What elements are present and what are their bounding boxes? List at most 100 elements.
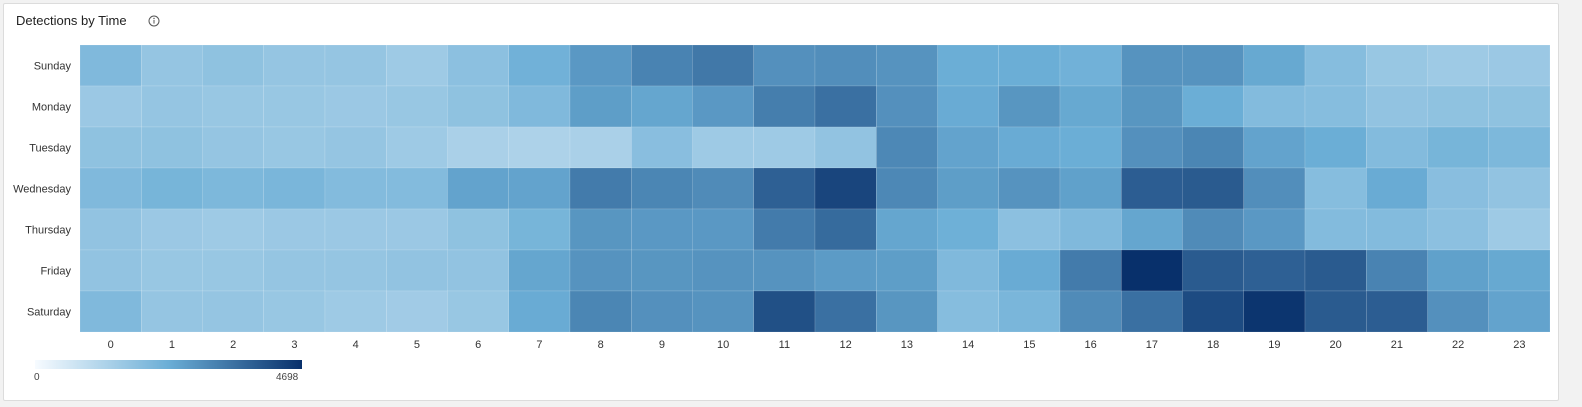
heatmap-cell[interactable] [631, 167, 693, 210]
heatmap-cell[interactable] [998, 126, 1061, 169]
heatmap-cell[interactable] [998, 167, 1061, 210]
heatmap-cell[interactable] [876, 85, 938, 128]
heatmap-cell[interactable] [1059, 249, 1122, 292]
heatmap-cell[interactable] [141, 249, 203, 292]
heatmap-cell[interactable] [692, 167, 754, 210]
heatmap-cell[interactable] [202, 85, 264, 128]
heatmap-cell[interactable] [1304, 85, 1367, 128]
heatmap-cell[interactable] [1243, 44, 1306, 87]
heatmap-cell[interactable] [631, 44, 693, 87]
heatmap-cell[interactable] [631, 290, 693, 333]
heatmap-cell[interactable] [692, 85, 754, 128]
heatmap-cell[interactable] [1427, 249, 1489, 292]
heatmap-cell[interactable] [1243, 85, 1306, 128]
heatmap-cell[interactable] [1243, 167, 1306, 210]
heatmap-cell[interactable] [937, 85, 999, 128]
heatmap-cell[interactable] [1182, 290, 1244, 333]
heatmap-cell[interactable] [202, 249, 264, 292]
heatmap-cell[interactable] [1243, 208, 1306, 251]
heatmap-cell[interactable] [937, 167, 999, 210]
heatmap-cell[interactable] [1366, 167, 1428, 210]
heatmap-cell[interactable] [1488, 85, 1551, 128]
info-circle-icon[interactable] [148, 15, 160, 27]
heatmap-cell[interactable] [998, 249, 1061, 292]
heatmap-cell[interactable] [814, 290, 877, 333]
heatmap-cell[interactable] [998, 85, 1061, 128]
heatmap-cell[interactable] [447, 208, 509, 251]
heatmap-cell[interactable] [631, 126, 693, 169]
heatmap-cell[interactable] [692, 126, 754, 169]
heatmap-cell[interactable] [324, 126, 387, 169]
heatmap-cell[interactable] [508, 85, 571, 128]
heatmap-cell[interactable] [692, 290, 754, 333]
heatmap-cell[interactable] [386, 249, 448, 292]
heatmap-cell[interactable] [1304, 290, 1367, 333]
heatmap-cell[interactable] [1182, 44, 1244, 87]
heatmap-cell[interactable] [569, 167, 632, 210]
heatmap-cell[interactable] [386, 167, 448, 210]
heatmap-cell[interactable] [876, 208, 938, 251]
heatmap-cell[interactable] [1488, 290, 1551, 333]
heatmap-cell[interactable] [386, 126, 448, 169]
heatmap-cell[interactable] [263, 290, 326, 333]
heatmap-cell[interactable] [692, 208, 754, 251]
heatmap-cell[interactable] [569, 44, 632, 87]
heatmap-cell[interactable] [631, 249, 693, 292]
heatmap-cell[interactable] [753, 44, 816, 87]
heatmap-cell[interactable] [631, 85, 693, 128]
heatmap-cell[interactable] [1304, 249, 1367, 292]
heatmap-cell[interactable] [508, 126, 571, 169]
heatmap-cell[interactable] [1121, 290, 1183, 333]
heatmap-cell[interactable] [79, 249, 142, 292]
heatmap-cell[interactable] [998, 44, 1061, 87]
heatmap-cell[interactable] [1243, 126, 1306, 169]
heatmap-cell[interactable] [876, 167, 938, 210]
heatmap-cell[interactable] [324, 167, 387, 210]
heatmap-cell[interactable] [79, 126, 142, 169]
heatmap-cell[interactable] [1059, 167, 1122, 210]
heatmap-cell[interactable] [202, 126, 264, 169]
heatmap-cell[interactable] [508, 44, 571, 87]
heatmap-cell[interactable] [1059, 208, 1122, 251]
heatmap-cell[interactable] [202, 208, 264, 251]
heatmap-cell[interactable] [569, 126, 632, 169]
heatmap-cell[interactable] [1304, 126, 1367, 169]
heatmap-cell[interactable] [386, 44, 448, 87]
heatmap-cell[interactable] [1488, 44, 1551, 87]
heatmap-cell[interactable] [447, 85, 509, 128]
heatmap-cell[interactable] [263, 126, 326, 169]
heatmap-cell[interactable] [508, 249, 571, 292]
heatmap-cell[interactable] [814, 249, 877, 292]
heatmap-cell[interactable] [876, 44, 938, 87]
heatmap-cell[interactable] [814, 126, 877, 169]
heatmap-cell[interactable] [1182, 85, 1244, 128]
heatmap-cell[interactable] [937, 44, 999, 87]
heatmap-cell[interactable] [937, 126, 999, 169]
heatmap-cell[interactable] [1121, 44, 1183, 87]
heatmap-cell[interactable] [79, 208, 142, 251]
heatmap-cell[interactable] [1488, 167, 1551, 210]
heatmap-cell[interactable] [263, 85, 326, 128]
heatmap-cell[interactable] [1488, 249, 1551, 292]
heatmap-cell[interactable] [753, 167, 816, 210]
heatmap-cell[interactable] [1059, 290, 1122, 333]
heatmap-cell[interactable] [79, 85, 142, 128]
heatmap-cell[interactable] [569, 249, 632, 292]
heatmap-cell[interactable] [324, 44, 387, 87]
heatmap-cell[interactable] [447, 167, 509, 210]
heatmap-cell[interactable] [1427, 126, 1489, 169]
heatmap-cell[interactable] [998, 290, 1061, 333]
heatmap-cell[interactable] [1366, 126, 1428, 169]
heatmap-cell[interactable] [324, 85, 387, 128]
heatmap-cell[interactable] [876, 290, 938, 333]
heatmap-cell[interactable] [631, 208, 693, 251]
heatmap-cell[interactable] [202, 290, 264, 333]
heatmap-cell[interactable] [1427, 167, 1489, 210]
heatmap-cell[interactable] [876, 126, 938, 169]
heatmap-cell[interactable] [1366, 208, 1428, 251]
heatmap-cell[interactable] [263, 44, 326, 87]
heatmap-cell[interactable] [814, 208, 877, 251]
heatmap-cell[interactable] [753, 126, 816, 169]
heatmap-cell[interactable] [1121, 208, 1183, 251]
heatmap-cell[interactable] [753, 85, 816, 128]
